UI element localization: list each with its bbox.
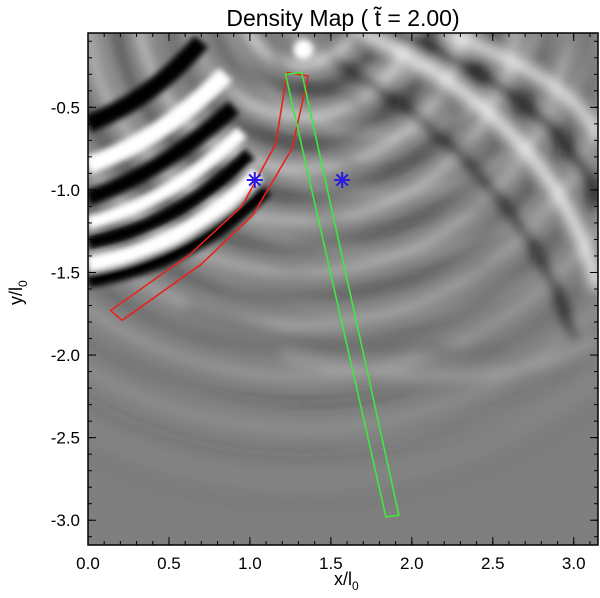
y-tick-label: -0.5 xyxy=(51,98,80,117)
wave-ring xyxy=(88,174,598,356)
y-axis-label-main: y/l xyxy=(6,287,26,305)
x-tick-label: 2.0 xyxy=(400,554,424,573)
x-tick-label: 2.5 xyxy=(481,554,505,573)
y-axis: -0.5 -1.0 -1.5 -2.0 -2.5 -3.0 xyxy=(51,40,598,538)
wave-ring xyxy=(109,33,495,200)
green-box xyxy=(284,71,400,518)
y-tick-label: -3.0 xyxy=(51,511,80,530)
chart-title: Density Map ( t̃ = 2.00) xyxy=(226,5,459,31)
y-tick-label: -2.0 xyxy=(51,346,80,365)
x-axis-label-main: x/l xyxy=(334,569,352,589)
overlays xyxy=(109,71,400,518)
density-arc xyxy=(442,33,598,142)
density-arc xyxy=(328,53,579,340)
wave-ring-secondary xyxy=(190,33,574,169)
density-band xyxy=(88,167,264,273)
asterisk-marker xyxy=(246,171,263,188)
asterisk-marker xyxy=(334,171,351,188)
density-band xyxy=(88,148,255,250)
x-axis: 0.0 0.5 1.0 1.5 2.0 2.5 3.0 xyxy=(76,33,591,573)
wave-ring-secondary xyxy=(158,33,598,199)
wave-ring xyxy=(243,33,360,70)
y-tick-label: -1.5 xyxy=(51,263,80,282)
x-tick-label: 3.0 xyxy=(562,554,586,573)
density-band xyxy=(88,35,209,133)
density-band xyxy=(88,185,272,288)
wave-ring-secondary xyxy=(96,33,598,259)
y-axis-label: y/l0 xyxy=(6,280,30,305)
wave-ring-secondary xyxy=(291,33,473,79)
x-tick-label: 0.5 xyxy=(157,554,181,573)
x-tick-label: 1.5 xyxy=(319,554,343,573)
wave-ring xyxy=(135,33,468,174)
y-axis-label-subscript: 0 xyxy=(16,280,30,287)
density-band xyxy=(88,67,233,174)
wave-ring-secondary xyxy=(88,82,598,289)
density-band xyxy=(88,101,240,206)
x-tick-label: 0.0 xyxy=(76,554,100,573)
wave-ring xyxy=(88,33,521,226)
wave-ring xyxy=(88,337,598,460)
wave-ring xyxy=(88,33,598,304)
y-tick-label: -2.5 xyxy=(51,429,80,448)
density-band xyxy=(88,127,247,230)
density-arc xyxy=(393,33,598,208)
wave-ring xyxy=(88,263,598,408)
wave-ring-secondary xyxy=(127,33,598,229)
wave-ring xyxy=(88,404,598,512)
density-arc xyxy=(281,335,598,381)
x-axis-label: x/l0 xyxy=(334,569,359,593)
wave-ring-secondary xyxy=(88,148,598,319)
wave-ring xyxy=(215,33,388,96)
wave-ring-secondary xyxy=(88,287,598,409)
wave-ring-secondary xyxy=(222,33,542,139)
wave-ring xyxy=(88,112,598,330)
wave-ring-secondary xyxy=(255,33,508,109)
wave-ring xyxy=(88,221,598,382)
y-tick-label: -1.0 xyxy=(51,181,80,200)
wave-ring xyxy=(88,371,598,486)
density-arc xyxy=(360,33,598,291)
x-tick-label: 1.0 xyxy=(238,554,262,573)
source-spot xyxy=(293,39,314,60)
x-axis-label-subscript: 0 xyxy=(352,579,359,593)
